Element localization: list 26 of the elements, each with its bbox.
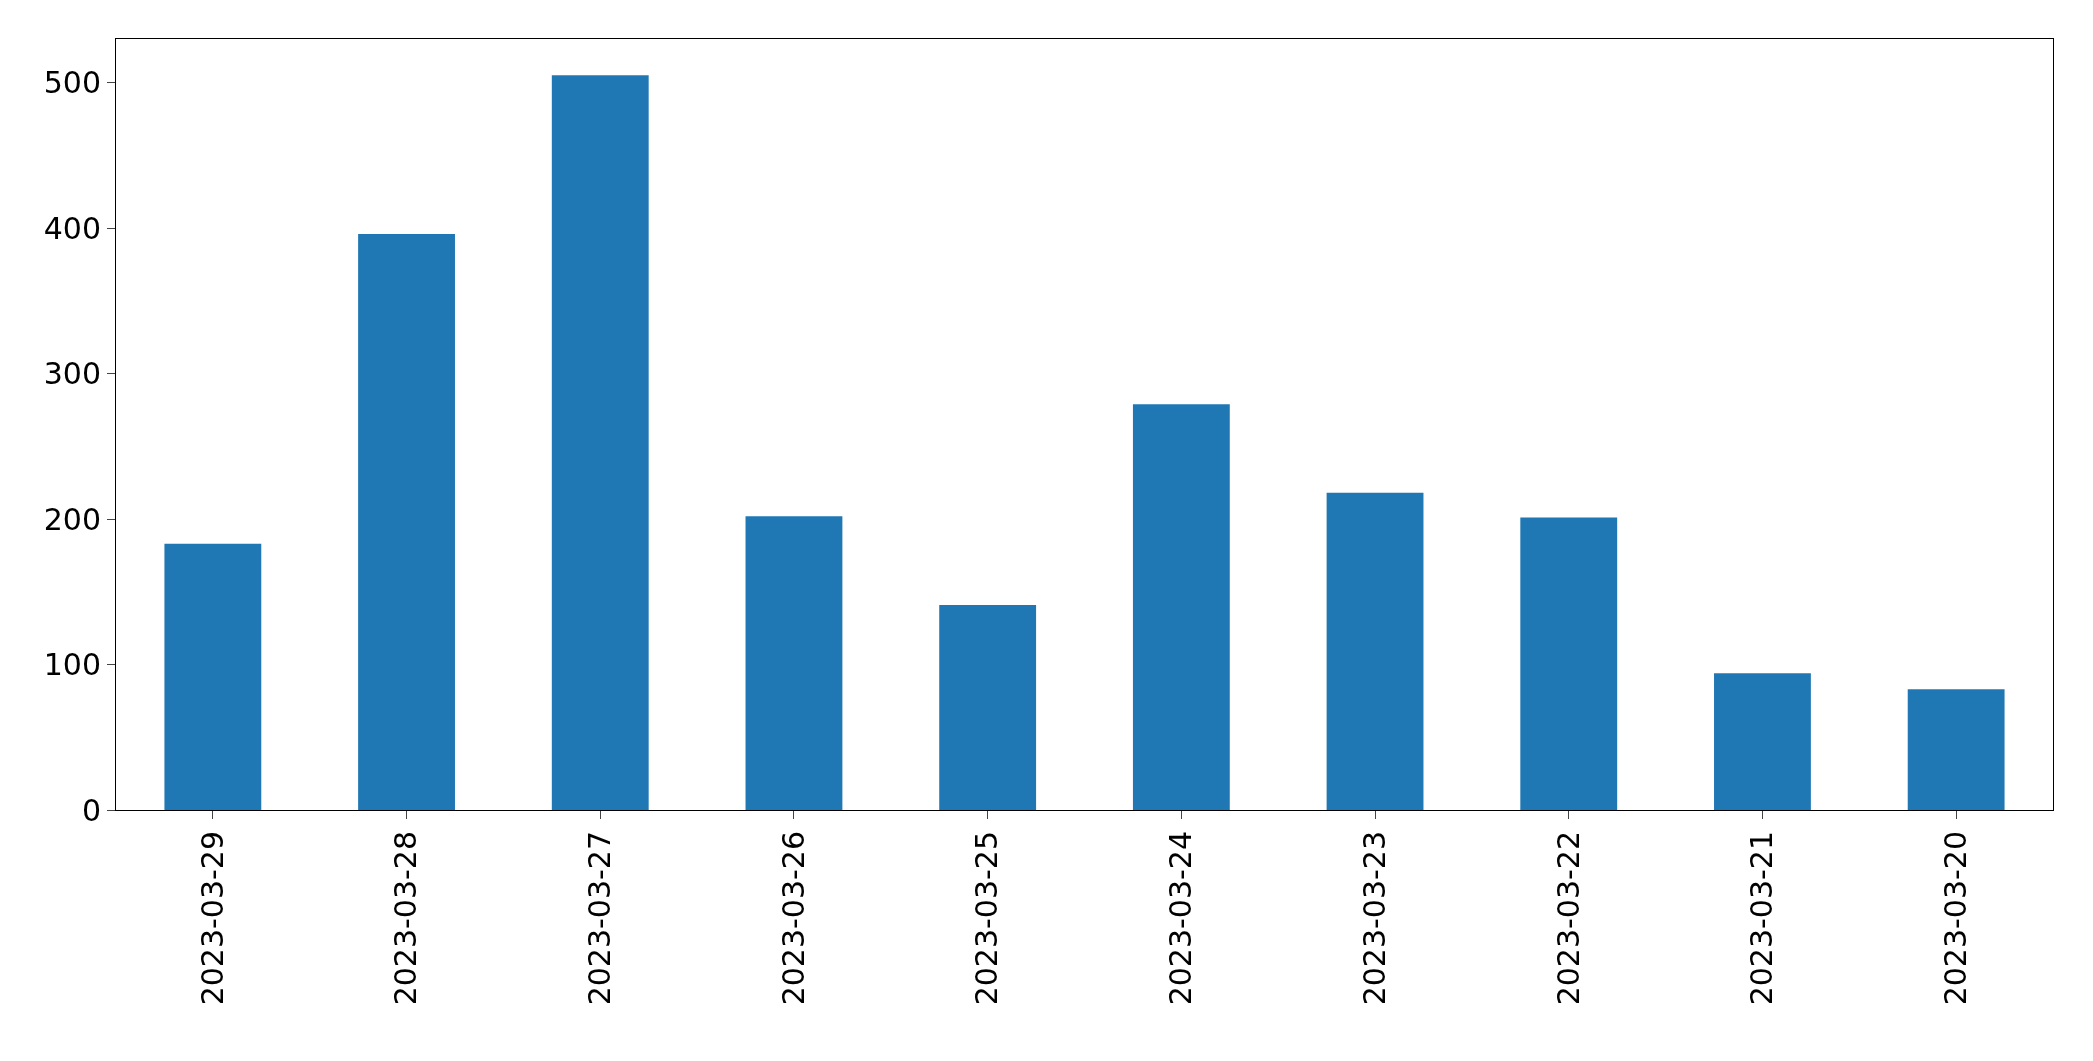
y-tick-label: 100 <box>43 647 101 683</box>
x-tick-label: 2023-03-29 <box>194 831 230 1006</box>
x-tick-label: 2023-03-27 <box>582 831 617 1006</box>
x-tick-label: 2023-03-23 <box>1356 831 1392 1006</box>
bar <box>164 543 262 810</box>
bar <box>551 75 649 810</box>
y-tick-label: 500 <box>43 65 101 101</box>
y-tick-label: 300 <box>43 356 101 392</box>
bar <box>939 604 1037 810</box>
x-tick-label: 2023-03-20 <box>1937 831 1973 1006</box>
bar <box>1132 404 1230 810</box>
bar <box>358 233 455 810</box>
bar <box>745 516 843 810</box>
y-tick-label: 0 <box>81 792 101 828</box>
y-tick-label: 400 <box>43 210 101 246</box>
x-tick-label: 2023-03-21 <box>1744 831 1780 1006</box>
bar <box>1520 517 1618 810</box>
x-tick-label: 2023-03-28 <box>388 831 424 1006</box>
x-tick-label: 2023-03-24 <box>1163 831 1199 1006</box>
bar <box>1907 689 2005 810</box>
x-tick-label: 2023-03-22 <box>1550 831 1586 1006</box>
x-tick-label: 2023-03-26 <box>775 831 811 1006</box>
y-tick-label: 200 <box>43 501 101 537</box>
x-tick-label: 2023-03-25 <box>969 831 1005 1006</box>
bar <box>1326 492 1424 810</box>
bar <box>1714 673 1811 810</box>
